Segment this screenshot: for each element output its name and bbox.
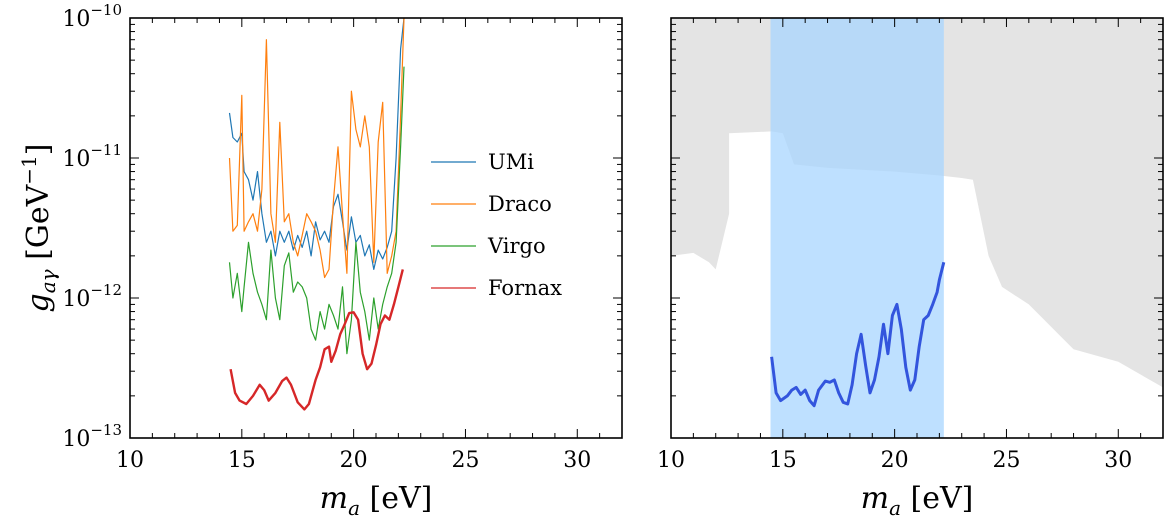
- left-chart-panel: UMi Draco Virgo Fornax 10 15 20 25 30 10−13 10−12…: [62, 1, 623, 473]
- left-series-layer: [228, 18, 405, 411]
- legend-label-virgo: Virgo: [487, 234, 546, 258]
- legend-label-fornax: Fornax: [488, 276, 562, 300]
- right-ticks: 10 15 20 25 30: [657, 18, 1164, 473]
- y-tick-label: 10−12: [62, 281, 122, 312]
- combined-limit-line: [770, 261, 946, 408]
- left-x-axis-label: ma [eV]: [320, 481, 433, 519]
- left-x-tick-label: 15: [228, 448, 256, 473]
- right-chart-panel: 10 15 20 25 30: [657, 17, 1164, 473]
- legend-label-umi: UMi: [488, 150, 534, 174]
- left-ticks: 10 15 20 25 30 10−13 10−12 10−11 10−10: [62, 1, 623, 473]
- series-line-virgo: [228, 66, 405, 355]
- left-plot-background: [130, 18, 622, 438]
- sensitivity-band: [770, 18, 944, 438]
- left-x-tick-label: 20: [340, 448, 368, 473]
- y-axis-label: gaγ [GeV−1]: [17, 144, 60, 313]
- legend: UMi Draco Virgo Fornax: [431, 150, 562, 300]
- series-line-draco: [228, 18, 405, 279]
- right-x-tick-label: 25: [992, 448, 1020, 473]
- left-x-tick-label: 30: [563, 448, 591, 473]
- y-tick-label: 10−13: [62, 421, 122, 452]
- right-x-axis-label: ma [eV]: [861, 481, 974, 519]
- legend-label-draco: Draco: [488, 192, 552, 216]
- left-x-tick-label: 25: [451, 448, 479, 473]
- left-x-tick-label: 10: [116, 448, 144, 473]
- right-x-tick-label: 15: [769, 448, 797, 473]
- right-x-tick-label: 10: [657, 448, 685, 473]
- series-line-umi: [228, 18, 405, 270]
- right-x-tick-label: 20: [881, 448, 909, 473]
- series-line-fornax: [229, 269, 404, 411]
- y-tick-label: 10−11: [62, 141, 122, 172]
- right-series-layer: [671, 18, 1163, 438]
- y-tick-label: 10−10: [62, 1, 122, 32]
- right-x-tick-label: 30: [1104, 448, 1132, 473]
